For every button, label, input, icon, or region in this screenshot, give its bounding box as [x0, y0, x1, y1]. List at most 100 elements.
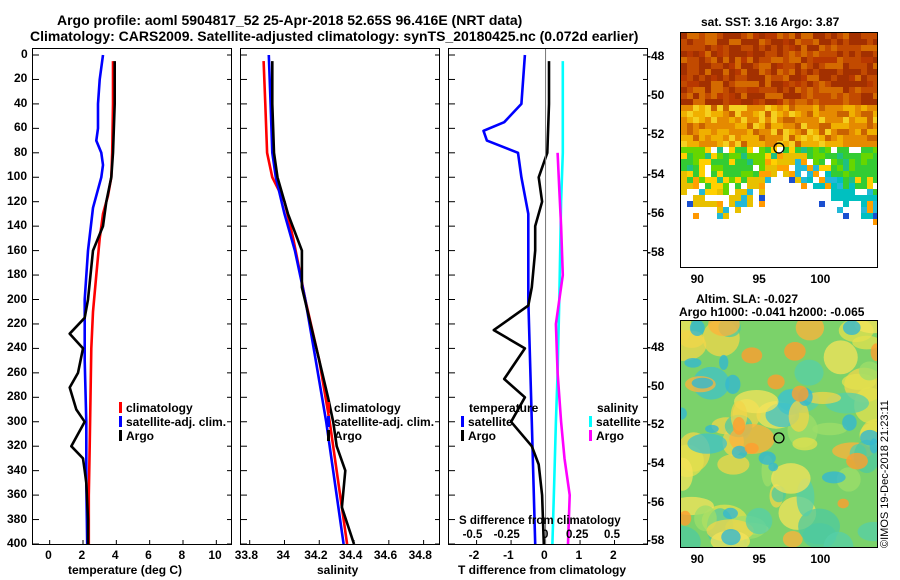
sst-pixel: [681, 51, 687, 57]
sst-pixel: [801, 123, 807, 129]
sst-pixel: [717, 195, 723, 201]
sst-pixel: [825, 99, 831, 105]
sst-pixel: [711, 147, 717, 153]
sst-pixel: [831, 177, 837, 183]
sst-pixel: [873, 63, 877, 69]
sst-pixel: [783, 99, 789, 105]
sst-pixel: [777, 123, 783, 129]
sst-pixel: [747, 195, 753, 201]
sst-lon-tick: 100: [810, 272, 831, 286]
sst-pixel: [789, 153, 795, 159]
sst-pixel: [693, 213, 699, 219]
sst-pixel: [699, 129, 705, 135]
sst-pixel: [819, 45, 825, 51]
sst-pixel: [783, 111, 789, 117]
sst-pixel: [813, 57, 819, 63]
sst-pixel: [795, 153, 801, 159]
series-line-argo: [270, 61, 356, 544]
sst-pixel: [873, 87, 877, 93]
sst-pixel: [795, 81, 801, 87]
sst-pixel: [687, 75, 693, 81]
sst-pixel: [753, 111, 759, 117]
sst-pixel: [687, 129, 693, 135]
sst-pixel: [741, 81, 747, 87]
sst-pixel: [783, 105, 789, 111]
sst-pixel: [693, 69, 699, 75]
sla-anomaly-blob: [792, 437, 818, 451]
sst-pixel: [789, 105, 795, 111]
sst-pixel: [741, 93, 747, 99]
sst-pixel: [861, 201, 867, 207]
sst-pixel: [789, 75, 795, 81]
sst-pixel: [867, 75, 873, 81]
sst-pixel: [753, 117, 759, 123]
sst-pixel: [843, 147, 849, 153]
sst-lat-tick: -54: [647, 166, 665, 181]
sst-pixel: [789, 87, 795, 93]
sst-pixel: [729, 165, 735, 171]
sst-pixel: [783, 117, 789, 123]
sst-pixel: [867, 87, 873, 93]
sst-pixel: [741, 141, 747, 147]
sst-pixel: [723, 195, 729, 201]
sst-pixel: [873, 117, 877, 123]
sst-pixel: [717, 111, 723, 117]
sla-anomaly-blob: [804, 391, 842, 404]
sst-pixel: [807, 147, 813, 153]
sst-pixel: [687, 105, 693, 111]
sst-pixel: [693, 117, 699, 123]
sst-pixel: [735, 165, 741, 171]
sst-pixel: [855, 165, 861, 171]
depth-tick-label: 220: [7, 315, 28, 330]
sst-pixel: [831, 195, 837, 201]
sst-pixel: [795, 39, 801, 45]
sst-pixel: [795, 141, 801, 147]
sst-pixel: [765, 183, 771, 189]
sst-pixel: [705, 201, 711, 207]
sst-pixel: [759, 201, 765, 207]
sst-pixel: [711, 159, 717, 165]
sst-pixel: [795, 117, 801, 123]
sst-pixel: [723, 93, 729, 99]
x-tick-label: -2: [468, 548, 480, 562]
sst-pixel: [747, 81, 753, 87]
sla-low-blob: [758, 451, 776, 465]
sst-pixel: [873, 177, 877, 183]
sst-pixel: [843, 105, 849, 111]
sst-pixel: [825, 93, 831, 99]
sst-pixel: [873, 69, 877, 75]
sst-pixel: [855, 33, 861, 39]
x-tick-label: 34: [276, 548, 290, 562]
sst-pixel: [699, 201, 705, 207]
sla-high-blob: [732, 416, 746, 435]
sst-pixel: [867, 183, 873, 189]
sst-pixel: [753, 165, 759, 171]
temperature-xlabel: temperature (deg C): [68, 563, 183, 577]
sst-pixel: [717, 33, 723, 39]
sst-pixel: [741, 39, 747, 45]
sst-pixel: [759, 45, 765, 51]
sst-pixel: [867, 123, 873, 129]
sst-pixel: [699, 123, 705, 129]
sst-pixel: [849, 147, 855, 153]
sst-pixel: [699, 189, 705, 195]
sst-pixel: [795, 147, 801, 153]
sst-pixel: [831, 141, 837, 147]
sst-pixel: [711, 87, 717, 93]
sst-pixel: [801, 75, 807, 81]
sst-pixel: [837, 195, 843, 201]
sst-pixel: [771, 105, 777, 111]
sst-pixel: [789, 99, 795, 105]
sst-pixel: [783, 93, 789, 99]
sst-pixel: [843, 201, 849, 207]
sst-pixel: [831, 69, 837, 75]
sst-pixel: [831, 135, 837, 141]
diff-legend-t-argo: Argo: [461, 429, 538, 443]
s-tick-label: 0.25: [566, 529, 589, 541]
sst-pixel: [747, 69, 753, 75]
title-line-2: Climatology: CARS2009. Satellite-adjuste…: [30, 28, 639, 44]
sst-pixel: [699, 117, 705, 123]
sst-pixel: [699, 33, 705, 39]
sla-low-blob: [842, 414, 857, 431]
series-line-argo: [68, 61, 116, 544]
